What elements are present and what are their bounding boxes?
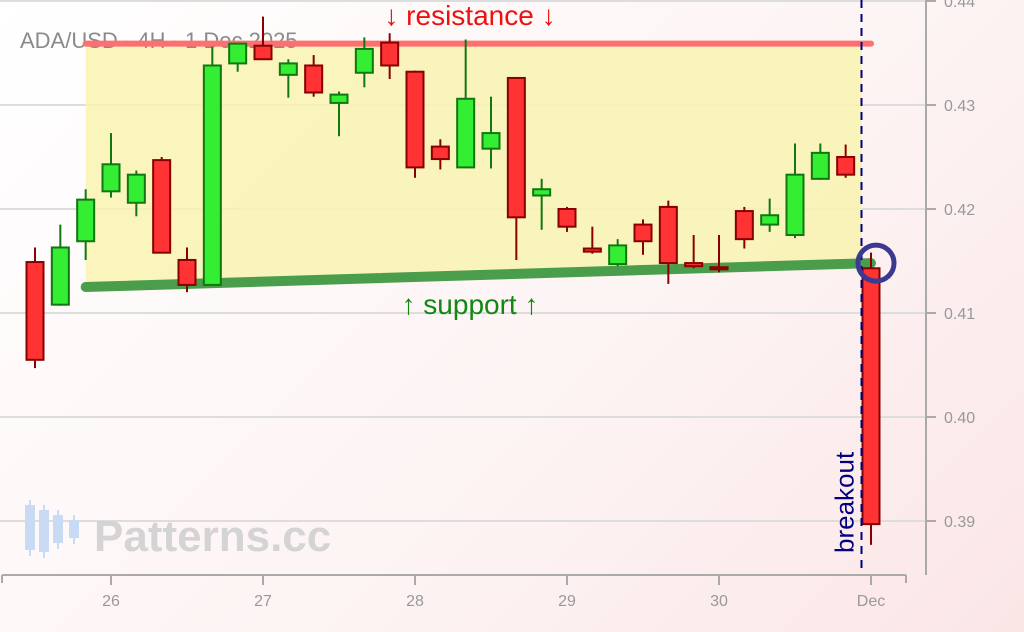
- watermark: Patterns.cc: [25, 500, 331, 561]
- y-tick-label: 0.44: [944, 0, 975, 11]
- x-tick-label: 26: [102, 593, 120, 610]
- candle: [380, 33, 400, 79]
- y-tick-label: 0.41: [944, 306, 975, 323]
- candle-body: [126, 173, 146, 204]
- candle-body: [861, 267, 881, 526]
- candle: [354, 37, 374, 88]
- candle: [861, 252, 881, 545]
- candle-body: [760, 214, 780, 226]
- candle: [608, 239, 628, 267]
- candle-body: [684, 262, 704, 268]
- candle-body: [177, 258, 197, 286]
- candle-body: [304, 64, 324, 94]
- y-tick-label: 0.43: [944, 98, 975, 115]
- x-tick-label: 28: [406, 593, 424, 610]
- candle-body: [405, 70, 425, 169]
- candle: [152, 157, 172, 254]
- candle-body: [253, 44, 273, 61]
- candle: [25, 247, 45, 369]
- candle: [810, 143, 830, 180]
- candle: [50, 224, 70, 306]
- candle: [557, 206, 577, 232]
- y-tick-label: 0.39: [944, 514, 975, 531]
- candle: [506, 76, 526, 260]
- candle: [734, 206, 754, 249]
- resistance-label: ↓ resistance ↓: [384, 0, 555, 31]
- candle-body: [228, 42, 248, 65]
- candle: [785, 143, 805, 239]
- candle-body: [456, 97, 476, 169]
- candle-body: [633, 223, 653, 243]
- y-tick-label: 0.42: [944, 202, 975, 219]
- candle-body: [202, 64, 222, 286]
- candle-body: [430, 145, 450, 161]
- candle-body: [532, 188, 552, 197]
- candle: [228, 42, 248, 72]
- candle: [430, 139, 450, 170]
- candle-body: [557, 208, 577, 228]
- x-tick-label: 27: [254, 593, 272, 610]
- candle-body: [481, 132, 501, 150]
- candle: [202, 46, 222, 286]
- candle: [684, 235, 704, 269]
- candle-body: [582, 247, 602, 253]
- candle-body: [380, 41, 400, 67]
- candle-body: [734, 210, 754, 241]
- candle-body: [506, 76, 526, 219]
- candle-body: [810, 151, 830, 180]
- chart-title: ADA/USD · 4H · 1 Dec 2025: [20, 28, 298, 53]
- candle: [329, 91, 349, 137]
- candle-body: [101, 163, 121, 193]
- candle: [278, 59, 298, 98]
- candle-body: [836, 156, 856, 176]
- candle: [633, 219, 653, 255]
- candle: [836, 144, 856, 178]
- candle: [658, 200, 678, 284]
- candle-body: [76, 198, 96, 243]
- candle: [709, 235, 729, 273]
- watermark-candle-icon: [53, 515, 63, 543]
- support-label: ↑ support ↑: [402, 289, 539, 320]
- watermark-candle-icon: [69, 520, 79, 538]
- x-tick-label: 29: [558, 593, 576, 610]
- candle: [304, 55, 324, 97]
- candle: [582, 226, 602, 254]
- x-tick-label: 30: [710, 593, 728, 610]
- breakout-label: breakout: [830, 451, 860, 553]
- candle: [456, 39, 476, 169]
- candle-body: [329, 93, 349, 104]
- candle-body: [608, 244, 628, 266]
- candle: [177, 247, 197, 293]
- watermark-candle-icon: [39, 510, 49, 552]
- candle-body: [278, 62, 298, 76]
- candle: [253, 16, 273, 61]
- candle: [405, 70, 425, 178]
- candle: [126, 170, 146, 217]
- candle: [481, 96, 501, 169]
- candle-body: [785, 173, 805, 236]
- watermark-text: Patterns.cc: [94, 512, 331, 561]
- candle-body: [50, 246, 70, 306]
- candle: [76, 189, 96, 260]
- candle-body: [152, 159, 172, 254]
- candle: [760, 198, 780, 232]
- watermark-candle-icon: [25, 505, 35, 550]
- x-tick-label: Dec: [857, 593, 885, 610]
- y-tick-label: 0.40: [944, 410, 975, 427]
- breakout-circle: [855, 242, 897, 284]
- candle-body: [709, 266, 729, 271]
- candle: [101, 133, 121, 198]
- candle-body: [25, 261, 45, 361]
- candle-body: [354, 47, 374, 74]
- candle-body: [658, 205, 678, 265]
- candle: [532, 178, 552, 230]
